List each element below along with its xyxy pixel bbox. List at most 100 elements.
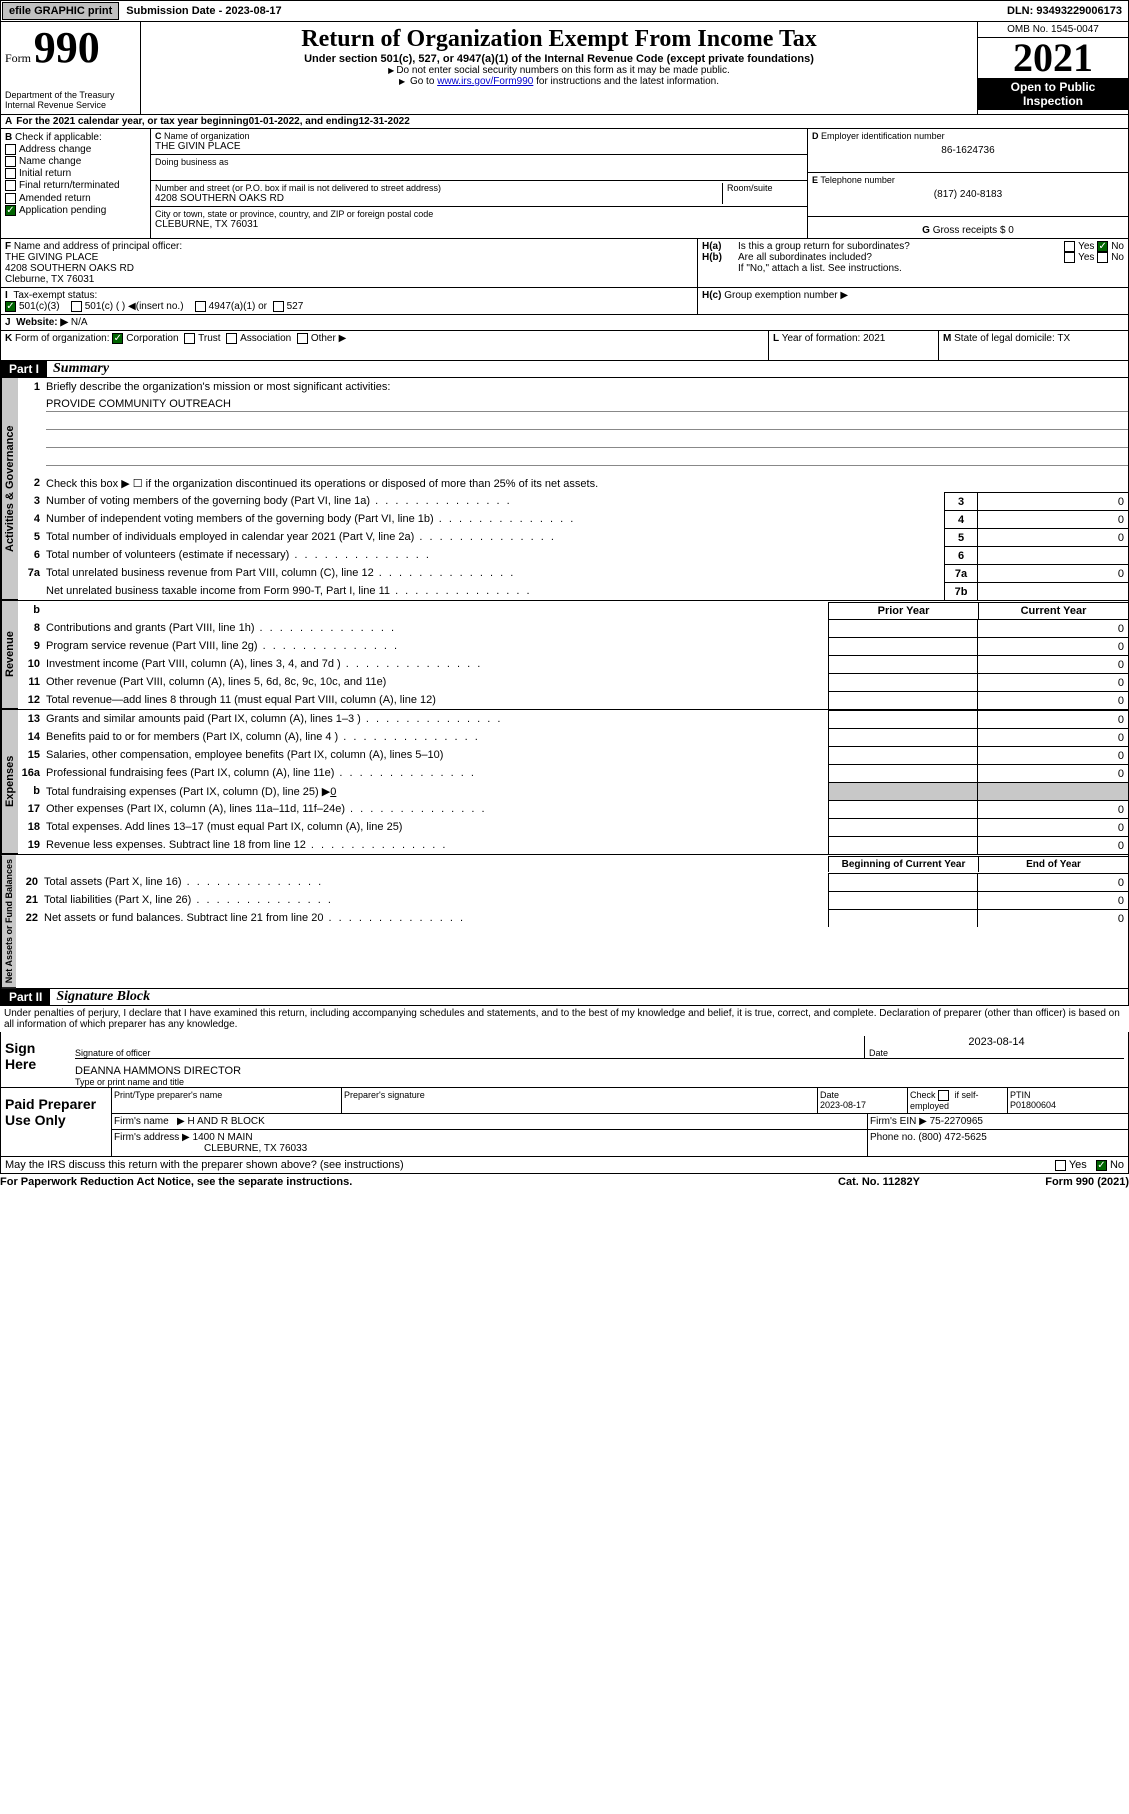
v5: 0 bbox=[978, 528, 1128, 546]
l7a-txt: Total unrelated business revenue from Pa… bbox=[46, 567, 944, 579]
b-item-4[interactable]: Amended return bbox=[19, 193, 91, 204]
addr-lbl: Firm's address ▶ bbox=[114, 1132, 190, 1143]
subtitle-2: Do not enter social security numbers on … bbox=[145, 65, 973, 76]
discuss-no[interactable]: No bbox=[1110, 1159, 1124, 1171]
city-lbl: City or town, state or province, country… bbox=[155, 209, 803, 219]
l4-txt: Number of independent voting members of … bbox=[46, 513, 944, 525]
j-row: J Website: ▶ N/A bbox=[0, 315, 1129, 331]
form-id-col: Form 990 Department of the Treasury Inte… bbox=[1, 22, 141, 114]
l17: Other expenses (Part IX, column (A), lin… bbox=[46, 803, 828, 815]
ein: 86-1624736 bbox=[812, 141, 1124, 156]
section-rev: Revenue b Prior Year Current Year 8Contr… bbox=[0, 601, 1129, 710]
section-ag: Activities & Governance 1Briefly describ… bbox=[0, 378, 1129, 601]
klm-row: K Form of organization: Corporation Trus… bbox=[0, 331, 1129, 361]
b-item-3[interactable]: Final return/terminated bbox=[19, 181, 120, 192]
dba-lbl: Doing business as bbox=[155, 157, 803, 167]
i-o3[interactable]: 4947(a)(1) or bbox=[209, 301, 267, 312]
c14: 0 bbox=[978, 728, 1128, 746]
ha-no[interactable]: No bbox=[1111, 241, 1124, 252]
l14: Benefits paid to or for members (Part IX… bbox=[46, 731, 828, 743]
i-o4[interactable]: 527 bbox=[287, 301, 304, 312]
firm-addr2: CLEBURNE, TX 76033 bbox=[114, 1143, 307, 1154]
c10: 0 bbox=[978, 655, 1128, 673]
b-item-5[interactable]: Application pending bbox=[19, 205, 106, 216]
hb-txt: Are all subordinates included? bbox=[738, 252, 1064, 263]
l1-txt: Briefly describe the organization's miss… bbox=[46, 381, 1128, 393]
col-b: B Check if applicable: Address change Na… bbox=[1, 129, 151, 238]
c15: 0 bbox=[978, 746, 1128, 764]
part2-tag: Part II bbox=[1, 989, 50, 1005]
c19: 0 bbox=[978, 836, 1128, 854]
tax-year: 2021 bbox=[978, 38, 1128, 78]
b-item-1[interactable]: Name change bbox=[19, 156, 81, 167]
c8: 0 bbox=[978, 619, 1128, 637]
hb-no[interactable]: No bbox=[1111, 252, 1124, 263]
efile-button[interactable]: efile GRAPHIC print bbox=[2, 2, 119, 20]
c20: 0 bbox=[978, 873, 1128, 891]
part1-title: Summary bbox=[47, 361, 109, 377]
l9: Program service revenue (Part VIII, line… bbox=[46, 640, 828, 652]
sig-date-lbl: Date bbox=[869, 1048, 1124, 1058]
k-o1[interactable]: Corporation bbox=[126, 333, 178, 344]
col-c: C Name of organization THE GIVIN PLACE D… bbox=[151, 129, 808, 238]
k-o2[interactable]: Trust bbox=[198, 333, 220, 344]
g-lbl: Gross receipts $ bbox=[933, 225, 1006, 236]
j-lbl: Website: ▶ bbox=[16, 317, 68, 328]
officer-name: DEANNA HAMMONS DIRECTOR bbox=[75, 1065, 1124, 1077]
pp-c3: Date bbox=[820, 1090, 839, 1100]
ha-yes[interactable]: Yes bbox=[1078, 241, 1094, 252]
c11: 0 bbox=[978, 673, 1128, 691]
pp-c5v: P01800604 bbox=[1010, 1100, 1056, 1110]
hb-yes[interactable]: Yes bbox=[1078, 252, 1094, 263]
pp-c1: Print/Type preparer's name bbox=[112, 1088, 342, 1113]
irs-link[interactable]: www.irs.gov/Form990 bbox=[437, 76, 533, 87]
k-o3[interactable]: Association bbox=[240, 333, 291, 344]
c12: 0 bbox=[978, 691, 1128, 709]
subtitle-1: Under section 501(c), 527, or 4947(a)(1)… bbox=[145, 53, 973, 65]
b-item-2[interactable]: Initial return bbox=[19, 168, 71, 179]
i-o1[interactable]: 501(c)(3) bbox=[19, 301, 60, 312]
l11: Other revenue (Part VIII, column (A), li… bbox=[46, 676, 828, 688]
year-col: OMB No. 1545-0047 2021 Open to Public In… bbox=[978, 22, 1128, 114]
foot-l: For Paperwork Reduction Act Notice, see … bbox=[0, 1176, 779, 1188]
dln: DLN: 93493229006173 bbox=[1001, 3, 1128, 19]
sub3a: Go to bbox=[410, 76, 437, 87]
v4: 0 bbox=[978, 510, 1128, 528]
subtitle-3: Go to www.irs.gov/Form990 for instructio… bbox=[145, 76, 973, 87]
c17: 0 bbox=[978, 800, 1128, 818]
a-mid: , and ending bbox=[300, 116, 359, 127]
tab-rev: Revenue bbox=[1, 601, 18, 709]
d-lbl: Employer identification number bbox=[821, 131, 945, 141]
i-o2[interactable]: 501(c) ( ) ◀(insert no.) bbox=[85, 301, 184, 312]
ph-lbl: Phone no. bbox=[870, 1132, 916, 1143]
part2-hdr: Part II Signature Block bbox=[0, 989, 1129, 1006]
l16a: Professional fundraising fees (Part IX, … bbox=[46, 767, 828, 779]
col-deg: D Employer identification number 86-1624… bbox=[808, 129, 1128, 238]
v3: 0 bbox=[978, 492, 1128, 510]
k-o4[interactable]: Other ▶ bbox=[311, 333, 346, 344]
sub3b: for instructions and the latest informat… bbox=[536, 76, 719, 87]
phone: (817) 240-8183 bbox=[812, 185, 1124, 200]
title-col: Return of Organization Exempt From Incom… bbox=[141, 22, 978, 114]
discuss-yes[interactable]: Yes bbox=[1069, 1159, 1087, 1171]
v7a: 0 bbox=[978, 564, 1128, 582]
sig-date: 2023-08-14 bbox=[869, 1036, 1124, 1048]
k-lbl: Form of organization: bbox=[15, 333, 110, 344]
pp-c3v: 2023-08-17 bbox=[820, 1100, 866, 1110]
f-l1: THE GIVING PLACE bbox=[5, 252, 98, 263]
sub-label: Submission Date - bbox=[126, 5, 225, 17]
l21: Total liabilities (Part X, line 26) bbox=[44, 894, 828, 906]
c22: 0 bbox=[978, 909, 1128, 927]
b-item-0[interactable]: Address change bbox=[19, 144, 91, 155]
irs-label: Internal Revenue Service bbox=[5, 100, 136, 110]
pp-c4a: Check bbox=[910, 1090, 936, 1100]
l10: Investment income (Part VIII, column (A)… bbox=[46, 658, 828, 670]
paid-prep-block: Paid Preparer Use Only Print/Type prepar… bbox=[0, 1088, 1129, 1157]
fh-block: F Name and address of principal officer:… bbox=[0, 239, 1129, 288]
l16b: Total fundraising expenses (Part IX, col… bbox=[46, 785, 828, 798]
hb-note: If "No," attach a list. See instructions… bbox=[702, 263, 1124, 274]
section-na: Net Assets or Fund Balances Beginning of… bbox=[0, 855, 1129, 989]
footer: For Paperwork Reduction Act Notice, see … bbox=[0, 1174, 1129, 1190]
c13: 0 bbox=[978, 710, 1128, 728]
foot-m: Cat. No. 11282Y bbox=[779, 1176, 979, 1188]
